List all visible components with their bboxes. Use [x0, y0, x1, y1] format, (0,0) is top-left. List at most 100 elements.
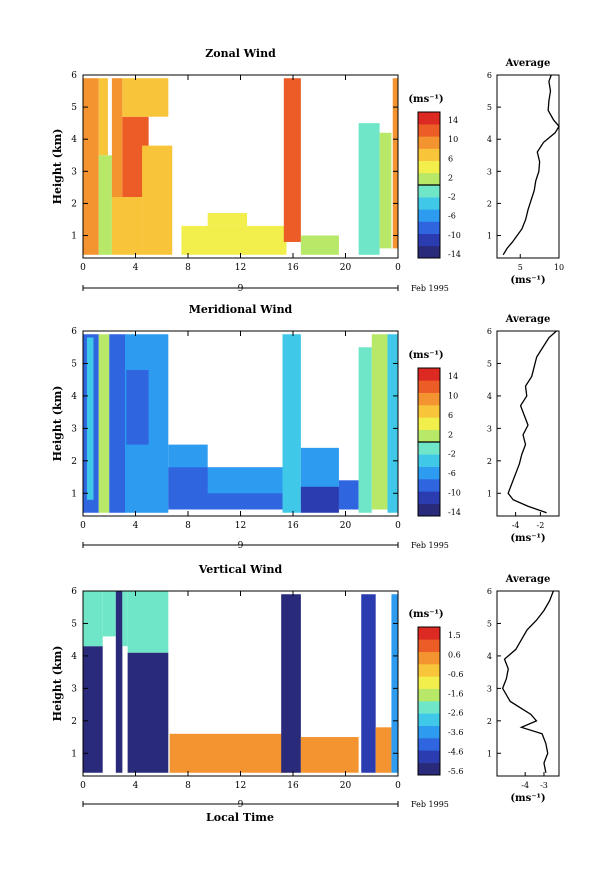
heatmap-cell	[281, 594, 301, 773]
colorbar-label: 10	[448, 391, 458, 400]
profile-y-tick-label: 1	[487, 232, 492, 241]
colorbar-label: -10	[448, 231, 461, 240]
x-tick-label: 12	[235, 781, 246, 791]
colorbar-swatch	[418, 762, 440, 776]
colorbar-label: -14	[448, 508, 461, 517]
heatmap-cells	[83, 334, 398, 513]
x-tick-label: 0	[395, 263, 401, 273]
heatmap-cell	[300, 737, 359, 773]
x-tick-label: 16	[287, 521, 299, 531]
colorbar-frame	[417, 626, 441, 776]
colorbar-swatch	[418, 148, 440, 161]
colorbar-swatch	[418, 405, 440, 418]
heatmap-cell	[111, 197, 143, 255]
profile-y-tick-label: 6	[487, 587, 492, 596]
colorbar-swatch	[418, 368, 440, 381]
profile-title: Average	[505, 314, 551, 325]
heatmap-cell	[387, 334, 398, 513]
heatmap-cell	[207, 467, 283, 494]
y-tick-label: 2	[71, 199, 77, 209]
profile-y-tick-label: 1	[487, 749, 492, 758]
colorbar-label: -2	[448, 193, 456, 202]
y-tick-label: 5	[71, 359, 77, 369]
colorbar-swatch	[418, 639, 440, 652]
x-tick-label: 8	[185, 521, 191, 531]
heatmap-cell	[83, 591, 103, 647]
colorbar-label: -2.6	[448, 709, 463, 718]
colorbar-swatch	[418, 491, 440, 504]
profile-y-tick-label: 4	[487, 652, 492, 661]
profile-y-tick-label: 4	[487, 392, 492, 401]
colorbar-label: -3.6	[448, 728, 463, 737]
x-tick-label: 4	[133, 781, 139, 791]
x-tick-label: 20	[340, 521, 352, 531]
profile-y-tick-label: 5	[487, 619, 492, 628]
average-profile: Average 1 2 3 4 5 6 -4 -3 (ms⁻¹)	[487, 574, 560, 804]
colorbar-swatch	[418, 124, 440, 137]
y-axis-title: Height (km)	[51, 129, 64, 205]
colorbar-swatch	[418, 221, 440, 234]
colorbar-swatch	[418, 725, 440, 739]
average-profile: Average 1 2 3 4 5 6 -4 -2 (ms⁻¹)	[487, 314, 560, 544]
x-tick-label: 4	[133, 521, 139, 531]
y-axis-title: Height (km)	[51, 386, 64, 462]
colorbar-label: 1.5	[448, 631, 461, 640]
profile-title: Average	[505, 574, 551, 585]
x-tick-label: 4	[133, 263, 139, 273]
x-tick-label: 8	[185, 781, 191, 791]
y-tick-label: 3	[71, 424, 77, 434]
colorbar-swatch	[418, 417, 440, 430]
colorbar-label: 10	[448, 135, 458, 144]
colorbar-swatch	[418, 664, 440, 677]
colorbar-swatch	[418, 738, 440, 751]
x-tick-label: 0	[80, 521, 86, 531]
profile-frame	[496, 74, 560, 259]
colorbar-unit: (ms⁻¹)	[408, 350, 443, 361]
colorbar-swatch	[418, 442, 440, 455]
x-tick-label: 0	[395, 521, 401, 531]
profile-x-tick-label: -4	[521, 781, 529, 790]
heatmap-cell	[379, 132, 392, 249]
heatmap-cell	[181, 225, 287, 255]
colorbar-swatch	[418, 197, 440, 210]
x-tick-label: 12	[235, 521, 246, 531]
profile-y-tick-label: 6	[487, 327, 492, 336]
y-tick-label: 3	[71, 684, 77, 694]
x-tick-label: 8	[185, 263, 191, 273]
heatmap-cell	[86, 337, 94, 500]
panel-title: Vertical Wind	[198, 563, 283, 576]
profile-y-tick-label: 6	[487, 71, 492, 80]
y-tick-label: 3	[71, 167, 77, 177]
colorbar-swatch	[418, 454, 440, 467]
profile-x-tick-label: -4	[512, 521, 520, 530]
colorbar-swatch	[418, 701, 440, 714]
colorbar-swatch	[418, 503, 440, 517]
y-tick-label: 6	[71, 327, 77, 337]
heatmap-cell	[300, 235, 339, 255]
profile-frame	[496, 590, 560, 777]
profile-y-tick-label: 2	[487, 717, 492, 726]
colorbar-swatch	[418, 479, 440, 492]
colorbar-swatch	[418, 209, 440, 222]
heatmap-cell	[358, 123, 380, 255]
profile-x-tick-label: -2	[537, 521, 545, 530]
x-tick-label: 0	[80, 263, 86, 273]
heatmap-cell	[300, 486, 339, 513]
profile-y-tick-label: 2	[487, 199, 492, 208]
x-tick-label: 20	[340, 263, 352, 273]
heatmap-cell	[83, 646, 103, 773]
colorbar-label: -6	[448, 469, 456, 478]
colorbar-swatch	[418, 750, 440, 763]
heatmap-cells	[83, 591, 398, 773]
heatmap-cell	[122, 78, 169, 117]
y-tick-label: 1	[71, 749, 77, 759]
heatmap-cell	[122, 591, 128, 647]
colorbar-label: -10	[448, 489, 461, 498]
profile-y-tick-label: 4	[487, 135, 492, 144]
colorbar-swatch	[418, 160, 440, 174]
colorbar-label: -4.6	[448, 748, 463, 757]
y-tick-label: 2	[71, 457, 77, 467]
colorbar-swatch	[418, 185, 440, 198]
date-label: Feb 1995	[411, 284, 449, 293]
